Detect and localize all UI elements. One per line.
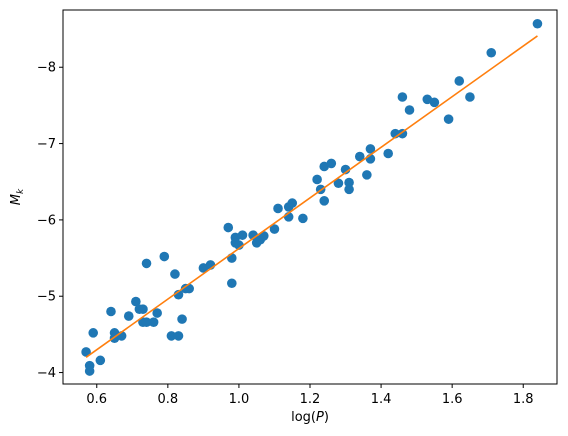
- data-point: [152, 308, 162, 318]
- data-point: [269, 224, 280, 234]
- data-point: [166, 331, 177, 341]
- data-point: [95, 355, 106, 366]
- data-point: [273, 203, 283, 214]
- y-axis-label: Mk: [9, 188, 26, 205]
- y-tick-label: −7: [37, 137, 56, 152]
- data-point: [362, 170, 372, 180]
- data-point: [227, 253, 237, 263]
- x-tick-label: 1.8: [513, 392, 534, 407]
- data-point: [397, 92, 408, 102]
- data-point: [465, 92, 475, 102]
- data-point: [287, 198, 298, 208]
- data-point: [141, 258, 152, 269]
- y-tick-label: −6: [37, 213, 56, 228]
- data-point: [454, 76, 465, 86]
- data-point: [170, 269, 180, 279]
- x-axis-label: log(P): [291, 410, 329, 425]
- data-point: [106, 306, 116, 317]
- x-axis-ticks: 0.6 0.8 1.0 1.2 1.4 1.6 1.8: [86, 384, 534, 407]
- data-point: [138, 304, 148, 315]
- data-point: [227, 278, 237, 289]
- data-point: [259, 231, 269, 241]
- data-point: [131, 296, 141, 307]
- data-point: [184, 283, 194, 294]
- data-point: [298, 213, 308, 224]
- data-point: [344, 184, 354, 195]
- data-points: [81, 18, 543, 376]
- x-tick-label: 1.6: [442, 392, 463, 407]
- x-tick-label: 0.8: [157, 392, 178, 407]
- data-point: [333, 178, 344, 189]
- data-point: [486, 47, 497, 58]
- data-point: [237, 230, 248, 240]
- y-tick-label: −8: [37, 61, 56, 76]
- fit-line: [85, 35, 538, 358]
- data-point: [404, 105, 415, 115]
- data-point: [532, 18, 543, 29]
- x-tick-label: 1.2: [300, 392, 321, 407]
- data-point: [340, 164, 351, 175]
- data-point: [84, 366, 95, 376]
- data-point: [354, 151, 365, 162]
- data-point: [383, 148, 393, 159]
- x-tick-label: 1.0: [229, 392, 250, 407]
- x-tick-label: 0.6: [86, 392, 107, 407]
- data-point: [312, 174, 322, 185]
- data-point: [223, 222, 234, 233]
- data-point: [81, 347, 91, 357]
- data-point: [141, 317, 152, 327]
- data-point: [123, 311, 134, 321]
- data-point: [148, 317, 159, 327]
- fit-line-layer: [85, 35, 538, 358]
- x-tick-label: 1.4: [371, 392, 392, 407]
- y-axis-ticks: −4 −5 −6 −7 −8: [37, 61, 63, 381]
- data-point: [177, 314, 187, 324]
- data-point: [344, 177, 354, 188]
- y-tick-label: −5: [37, 290, 56, 305]
- data-point: [443, 114, 454, 124]
- data-point: [365, 144, 376, 154]
- data-point: [326, 158, 337, 169]
- data-point: [159, 251, 170, 262]
- y-tick-label: −4: [37, 366, 56, 381]
- data-point: [319, 196, 330, 206]
- data-point: [88, 328, 99, 338]
- data-point: [429, 97, 440, 108]
- data-point: [173, 331, 184, 341]
